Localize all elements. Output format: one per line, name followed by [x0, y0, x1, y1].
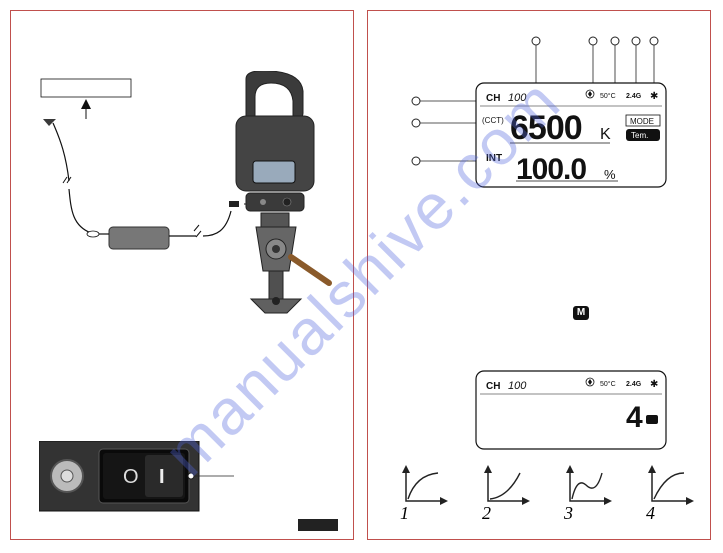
- power-switch-diagram: O I: [39, 441, 199, 511]
- effect-num-1: 1: [400, 503, 409, 523]
- effect-curve-3: 3: [563, 465, 612, 523]
- mode-label: MODE: [630, 117, 654, 126]
- right-page-panel: CH 100 50°C 2.4G ✱ (CCT) 6500 K MODE Tem…: [367, 10, 711, 540]
- ch-value: 100: [508, 92, 527, 104]
- effect-value: 4: [626, 401, 643, 434]
- int-label: INT: [486, 153, 502, 164]
- effect-curves-row: 1 2 3 4: [368, 461, 710, 531]
- int-unit: %: [604, 167, 616, 182]
- m-mode-badge: M: [573, 306, 589, 320]
- bt-icon: ✱: [650, 91, 658, 102]
- effect-num-3: 3: [563, 503, 573, 523]
- tem-label: Tem.: [631, 131, 648, 140]
- temp-icon-label: 50°C: [600, 92, 616, 100]
- wall-plug-icon: [41, 79, 131, 233]
- switch-on-label: I: [159, 466, 165, 488]
- switch-off-label: O: [123, 466, 139, 488]
- bt-icon-2: ✱: [650, 379, 658, 390]
- lamp-power-diagram: [31, 71, 351, 361]
- radio-icon-2: 2.4G: [626, 381, 642, 388]
- cct-value: 6500: [510, 109, 582, 147]
- ch-value-2: 100: [508, 380, 527, 392]
- cct-label: (CCT): [482, 116, 504, 125]
- effect-curve-4: 4: [646, 465, 694, 523]
- ch-label: CH: [486, 93, 500, 104]
- temp-icon-2: 50°C: [600, 380, 616, 388]
- effect-num-2: 2: [482, 503, 491, 523]
- radio-icon-label: 2.4G: [626, 93, 642, 100]
- left-page-panel: O I: [10, 10, 354, 540]
- power-adapter-icon: [87, 200, 263, 249]
- cct-unit: K: [600, 126, 611, 143]
- effect-curve-1: 1: [400, 465, 448, 523]
- lcd-main-diagram: CH 100 50°C 2.4G ✱ (CCT) 6500 K MODE Tem…: [368, 31, 710, 231]
- lamp-body-icon: [236, 71, 329, 313]
- page-number-bar: [298, 519, 338, 531]
- effect-curve-2: 2: [482, 465, 530, 523]
- effect-num-4: 4: [646, 503, 655, 523]
- ch-label-2: CH: [486, 381, 500, 392]
